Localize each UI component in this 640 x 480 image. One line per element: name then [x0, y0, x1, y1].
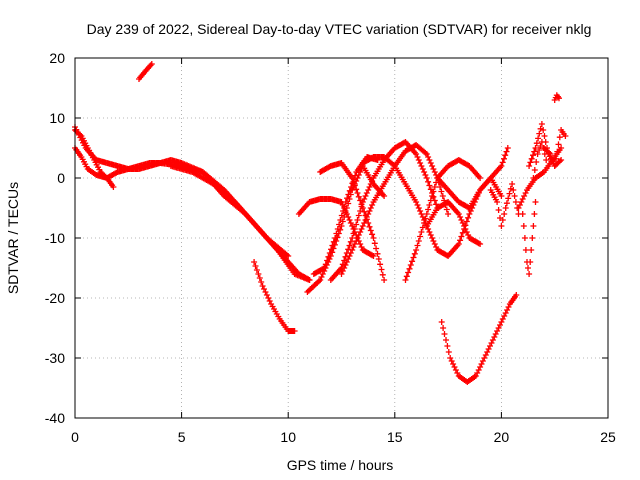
y-tick-label: -20	[45, 290, 65, 306]
series-s23	[552, 92, 562, 103]
x-tick-label: 10	[280, 429, 296, 445]
series-markers	[72, 124, 313, 283]
axis-ticks: 0 5 10 15 20 25 -40 -30 -20 -10 0 10 20	[45, 50, 616, 445]
y-tick-label: -40	[45, 410, 65, 426]
x-tick-label: 25	[600, 429, 616, 445]
chart-title: Day 239 of 2022, Sidereal Day-to-day VTE…	[87, 21, 592, 37]
y-tick-label: -30	[45, 350, 65, 366]
x-axis-label: GPS time / hours	[287, 457, 394, 473]
data-series	[72, 61, 568, 385]
x-tick-label: 20	[494, 429, 510, 445]
plot-frame	[75, 58, 608, 418]
series-markers	[72, 127, 116, 190]
y-tick-label: 10	[49, 110, 65, 126]
series-s2	[72, 124, 313, 283]
series-s7	[296, 196, 377, 259]
series-s5	[168, 163, 313, 283]
series-markers	[439, 292, 520, 385]
series-s21	[516, 145, 565, 211]
x-tick-label: 15	[387, 429, 403, 445]
y-tick-label: 0	[57, 170, 65, 186]
series-markers	[168, 163, 313, 283]
grid	[75, 58, 608, 418]
series-s3	[72, 127, 116, 190]
series-s14	[403, 157, 484, 283]
x-tick-label: 5	[178, 429, 186, 445]
series-s4	[136, 61, 155, 82]
chart: Day 239 of 2022, Sidereal Day-to-day VTE…	[0, 0, 640, 480]
series-markers	[403, 157, 484, 283]
series-markers	[296, 196, 377, 259]
y-axis-label: SDTVAR / TECUs	[5, 182, 21, 294]
series-markers	[488, 181, 522, 229]
y-tick-label: -10	[45, 230, 65, 246]
series-markers	[516, 145, 565, 211]
series-s18	[488, 181, 522, 229]
y-tick-label: 20	[49, 50, 65, 66]
series-markers	[136, 61, 155, 82]
series-s16	[439, 292, 520, 385]
series-markers	[552, 92, 562, 103]
x-tick-label: 0	[71, 429, 79, 445]
